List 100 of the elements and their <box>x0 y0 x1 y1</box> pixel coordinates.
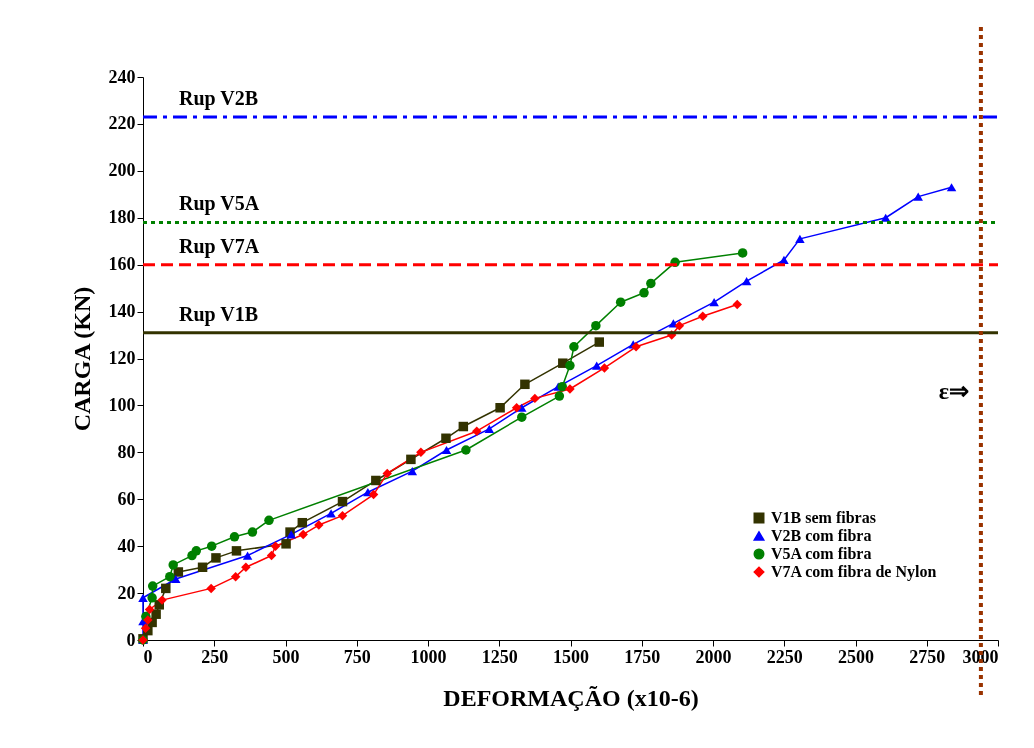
point <box>144 604 155 615</box>
point <box>138 593 148 602</box>
point <box>161 583 171 594</box>
legend-label: V5A com fibra <box>771 545 872 562</box>
x-tick-label: 0 <box>143 646 153 667</box>
y-tick-label: 200 <box>108 160 136 181</box>
y-tick-label: 180 <box>108 207 136 228</box>
y-tick-label: 60 <box>117 488 136 509</box>
point <box>230 571 241 582</box>
point <box>495 403 505 413</box>
point <box>242 551 253 560</box>
point <box>946 183 957 192</box>
x-tick-label: 1000 <box>410 646 447 667</box>
x-tick-label: 1250 <box>481 646 518 667</box>
y-tick-label: 80 <box>117 441 136 462</box>
point <box>206 583 216 594</box>
x-tick-label: 2250 <box>766 646 803 667</box>
ref-line-label: Rup V1B <box>179 302 259 326</box>
x-tick-label: 2500 <box>838 646 874 667</box>
point <box>197 562 208 573</box>
point <box>554 391 565 401</box>
point <box>737 248 748 258</box>
point <box>795 234 805 243</box>
ref-line-label: Rup V2B <box>179 86 259 110</box>
point <box>337 496 348 507</box>
point <box>591 320 601 331</box>
point <box>266 550 277 561</box>
point <box>530 393 540 404</box>
point <box>441 433 451 443</box>
point <box>368 489 379 500</box>
point <box>674 320 685 331</box>
point <box>591 361 602 370</box>
point <box>471 426 482 436</box>
x-tick-label: 2750 <box>909 646 946 667</box>
point <box>151 609 161 619</box>
point <box>511 403 522 413</box>
legend-label: V7A com fibra de Nylon <box>771 563 937 581</box>
x-tick-label: 2000 <box>695 646 732 667</box>
x-tick-label: 500 <box>272 646 300 667</box>
y-tick-label: 140 <box>108 301 136 322</box>
point <box>698 311 708 322</box>
point <box>646 278 656 289</box>
point <box>297 517 308 528</box>
point <box>407 466 418 476</box>
x-tick-label: 250 <box>201 646 229 667</box>
point <box>147 593 157 603</box>
legend-label: V2B com fibra <box>771 527 872 544</box>
x-tick-label: 3000 <box>962 646 999 667</box>
y-tick-label: 20 <box>117 582 136 603</box>
point <box>569 342 579 352</box>
point <box>264 515 274 526</box>
point <box>741 276 752 286</box>
point <box>913 192 923 201</box>
x-tick-label: 1500 <box>553 646 589 667</box>
point <box>406 454 416 465</box>
ref-line-label: Rup V7A <box>179 234 260 258</box>
point <box>211 553 221 563</box>
point <box>441 445 452 455</box>
y-tick-label: 240 <box>108 66 136 87</box>
point <box>241 562 251 573</box>
y-tick-label: 100 <box>108 394 136 415</box>
y-tick-label: 220 <box>108 113 136 134</box>
point <box>599 363 610 373</box>
point <box>270 541 281 551</box>
x-tick-label: 1750 <box>624 646 661 667</box>
point <box>168 560 178 570</box>
point <box>732 299 742 310</box>
point <box>520 379 530 390</box>
point <box>615 297 626 307</box>
point <box>326 509 336 518</box>
point <box>371 475 381 486</box>
point <box>229 532 240 542</box>
y-tick-label: 40 <box>117 535 136 556</box>
point <box>458 421 469 432</box>
point <box>298 529 308 540</box>
point <box>709 298 719 307</box>
point <box>337 510 348 521</box>
point <box>557 381 567 392</box>
point <box>382 468 392 479</box>
y-tick-label: 160 <box>108 254 136 275</box>
ref-line-label: ε⇒ <box>938 378 969 404</box>
x-axis-title: DEFORMAÇÃO (x10-6) <box>443 684 699 711</box>
point <box>594 337 605 347</box>
point <box>171 574 181 584</box>
point <box>639 288 649 298</box>
point <box>147 581 158 591</box>
point <box>191 546 202 556</box>
point <box>206 541 217 551</box>
point <box>517 412 527 422</box>
y-tick-label: 120 <box>108 348 136 368</box>
point <box>484 424 495 433</box>
point <box>281 539 291 549</box>
point <box>461 445 471 455</box>
ref-line-label: Rup V5A <box>179 192 260 216</box>
legend-label: V1B sem fibras <box>771 509 876 526</box>
point <box>231 546 242 556</box>
point <box>165 571 175 582</box>
point <box>247 527 258 537</box>
x-tick-label: 750 <box>343 646 371 667</box>
y-axis-title: CARGA (KN) <box>68 286 95 432</box>
